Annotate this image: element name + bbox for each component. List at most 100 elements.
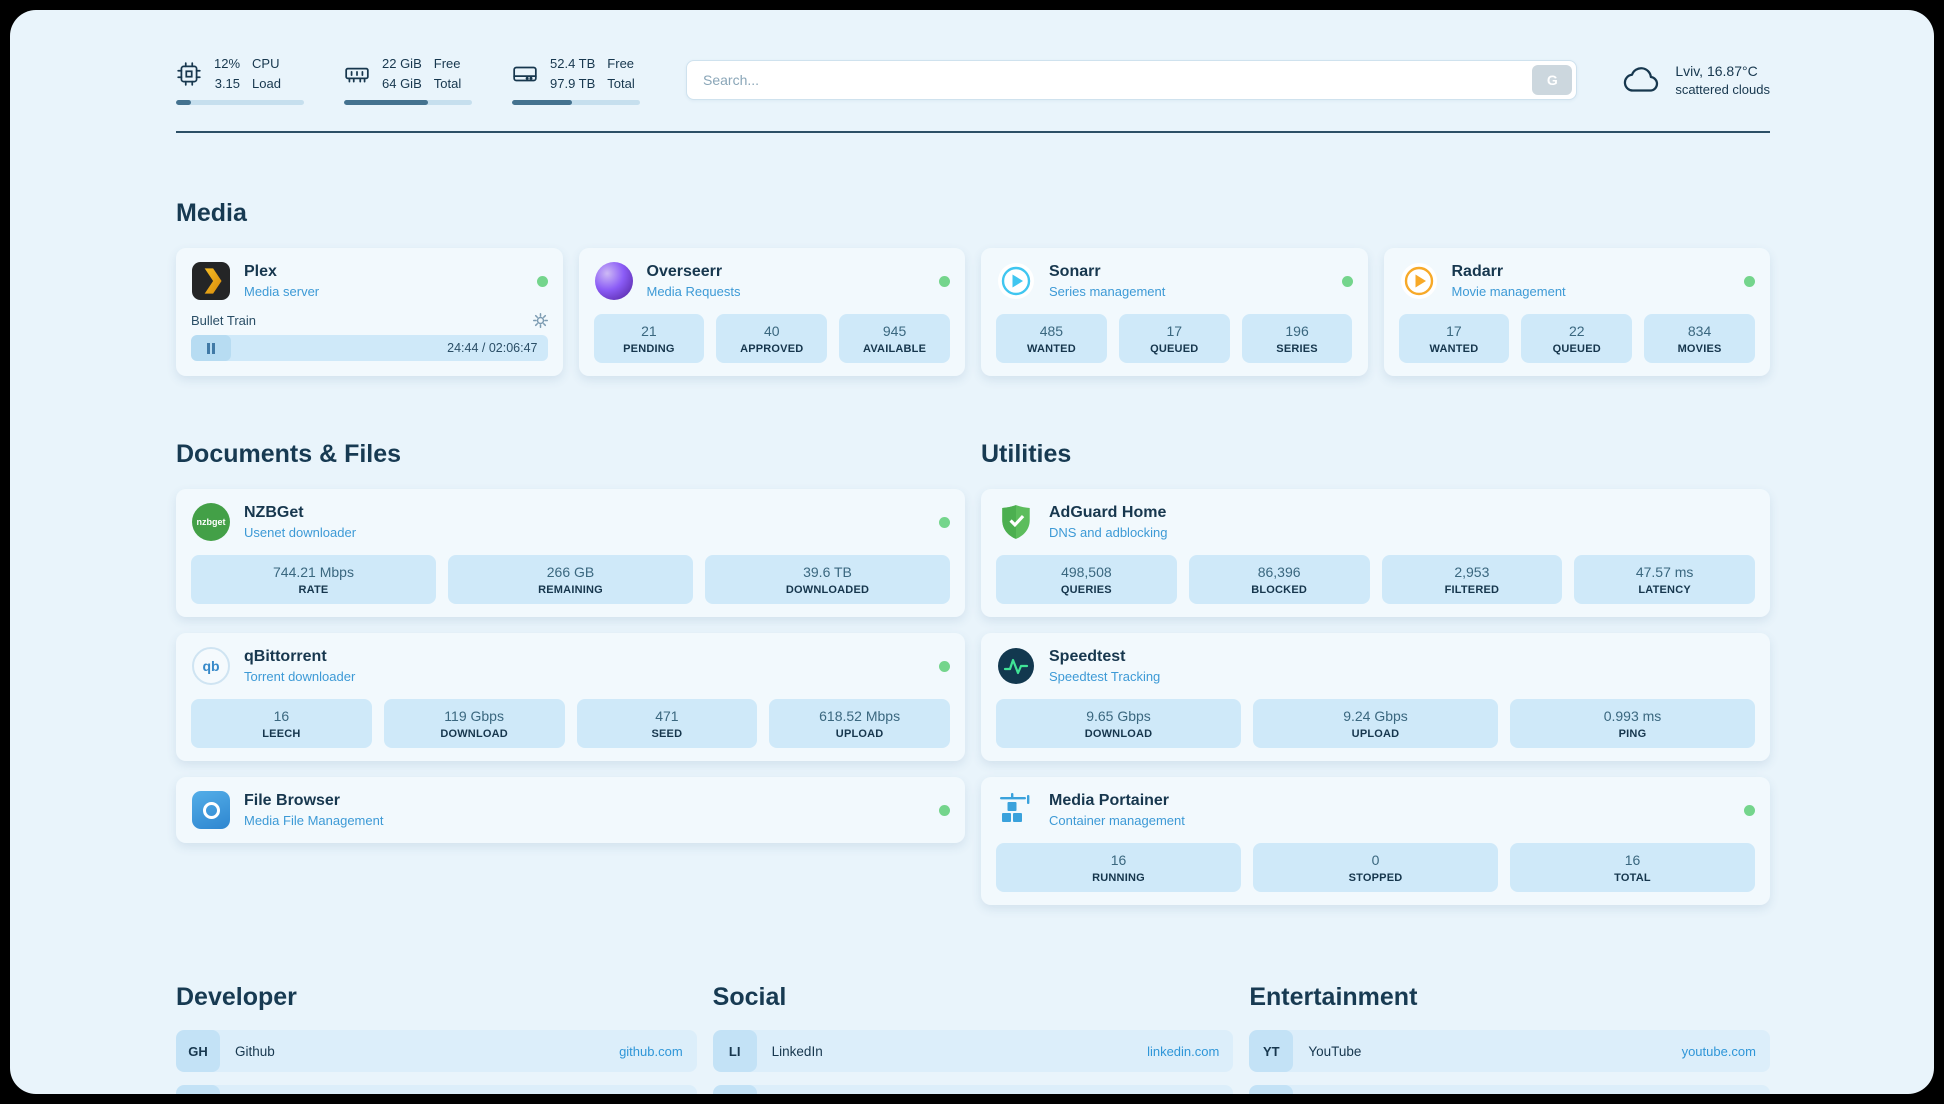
adguard-icon (996, 502, 1036, 542)
app-card-adguard[interactable]: AdGuard Home DNS and adblocking 498,508 Q… (981, 489, 1770, 617)
app-subtitle: Media server (244, 284, 320, 299)
app-card-nzbget[interactable]: nzbget NZBGet Usenet downloader 744.21 M… (176, 489, 965, 617)
app-subtitle: DNS and adblocking (1049, 525, 1168, 540)
plex-icon (191, 261, 231, 301)
app-name: NZBGet (244, 504, 304, 521)
section-media: Media Plex Media server (176, 199, 1770, 376)
radarr-icon (1399, 261, 1439, 301)
youtube-icon: YT (1249, 1030, 1294, 1072)
stat-tile-queued: 17 QUEUED (1118, 314, 1230, 363)
search-engine-button[interactable]: G (1532, 64, 1573, 95)
stat-tile-total: 16 TOTAL (1510, 843, 1755, 892)
weather-location: Lviv, 16.87°C (1675, 62, 1758, 79)
stat-tile-ping: 0.993 ms PING (1510, 699, 1755, 748)
stat-tile-leech: 16 LEECH (191, 699, 372, 748)
pause-button[interactable] (191, 335, 231, 361)
nzbget-icon: nzbget (191, 502, 231, 542)
entertainment-section-title: Entertainment (1249, 983, 1418, 1011)
stat-tile-upload: 9.24 Gbps UPLOAD (1253, 699, 1498, 748)
disk-label-1: Free (607, 56, 635, 71)
bookmark-netflix[interactable]: NF Netflix netflix.com (1249, 1085, 1770, 1094)
cpu-stat-group: 12% 3.15 CPU Load (176, 54, 304, 105)
app-subtitle: Media Requests (646, 284, 741, 299)
app-card-qbittorrent[interactable]: qb qBittorrent Torrent downloader 16 LEEC… (176, 633, 965, 761)
linkedin-icon: LI (712, 1030, 757, 1072)
plex-now-playing: Bullet Train 24:44 / 02:06:47 (191, 313, 548, 361)
app-name: Sonarr (1049, 263, 1101, 280)
stat-tile-stopped: 0 STOPPED (1253, 843, 1498, 892)
bookmark-youtube[interactable]: YT YouTube youtube.com (1249, 1030, 1770, 1072)
app-subtitle: Movie management (1451, 284, 1566, 299)
cpu-label-1: CPU (252, 56, 280, 71)
app-card-speedtest[interactable]: Speedtest Speedtest Tracking 9.65 Gbps DO… (981, 633, 1770, 761)
ram-total-value: 64 GiB (382, 75, 422, 91)
speedtest-icon (996, 646, 1036, 686)
stat-tile-download: 119 Gbps DOWNLOAD (383, 699, 565, 748)
weather-condition: scattered clouds (1675, 81, 1770, 97)
disk-total-value: 97.9 TB (550, 75, 596, 91)
app-subtitle: Speedtest Tracking (1049, 669, 1161, 684)
documents-section-title: Documents & Files (176, 440, 402, 468)
app-card-sonarr[interactable]: Sonarr Series management 485 WANTED 17 QUE… (981, 248, 1368, 376)
section-developer: Developer GH Github github.com SO StackO… (176, 983, 697, 1094)
app-card-radarr[interactable]: Radarr Movie management 17 WANTED 22 QUEUE… (1383, 248, 1770, 376)
status-dot (536, 275, 548, 287)
stat-tile-upload: 618.52 Mbps UPLOAD (769, 699, 950, 748)
cpu-label-2: Load (252, 75, 281, 91)
netflix-icon: NF (1249, 1085, 1294, 1094)
bookmark-twitter[interactable]: TW Twitter twitter.com (712, 1085, 1234, 1094)
stat-tile-queries: 498,508 QUERIES (996, 555, 1177, 604)
portainer-icon (996, 790, 1036, 830)
playback-time: 24:44 / 02:06:47 (447, 341, 538, 355)
dashboard-page: 12% 3.15 CPU Load (10, 10, 1934, 1094)
status-dot (1744, 804, 1755, 816)
sonarr-icon (996, 261, 1036, 301)
stat-tile-latency: 47.57 ms LATENCY (1574, 555, 1755, 604)
app-subtitle: Series management (1049, 284, 1166, 299)
qbittorrent-icon: qb (191, 646, 231, 686)
bookmark-stackoverflow[interactable]: SO StackOverflow stackoverflow.com (176, 1085, 697, 1094)
app-card-plex[interactable]: Plex Media server Bullet Train (176, 248, 563, 376)
ram-label-1: Free (433, 56, 461, 71)
stat-tile-available: 945 AVAILABLE (839, 314, 950, 363)
app-name: Overseerr (646, 263, 723, 280)
memory-icon (344, 61, 370, 87)
twitter-icon: TW (712, 1085, 757, 1094)
stat-tile-wanted: 17 WANTED (1398, 314, 1510, 363)
app-card-filebrowser[interactable]: File Browser Media File Management (176, 777, 965, 843)
stat-tile-wanted: 485 WANTED (996, 314, 1107, 363)
now-playing-title: Bullet Train (191, 313, 257, 328)
stat-tile-remaining: 266 GB REMAINING (448, 555, 693, 604)
stat-tile-download: 9.65 Gbps DOWNLOAD (996, 699, 1241, 748)
ram-label-2: Total (433, 75, 462, 91)
playback-progressbar[interactable]: 24:44 / 02:06:47 (191, 335, 548, 361)
status-dot (939, 660, 950, 672)
bookmark-linkedin[interactable]: LI LinkedIn linkedin.com (712, 1030, 1234, 1072)
topbar: 12% 3.15 CPU Load (176, 54, 1770, 105)
search-input[interactable] (686, 59, 1578, 100)
app-name: AdGuard Home (1049, 504, 1167, 521)
stat-tile-approved: 40 APPROVED (716, 314, 828, 363)
stat-tile-filtered: 2,953 FILTERED (1381, 555, 1563, 604)
cpu-icon (176, 61, 202, 87)
stat-tile-pending: 21 PENDING (593, 314, 705, 363)
stat-tile-running: 16 RUNNING (996, 843, 1241, 892)
social-section-title: Social (712, 983, 787, 1011)
gear-icon[interactable] (532, 313, 548, 328)
utilities-section-title: Utilities (981, 440, 1072, 468)
cpu-progressbar (176, 100, 304, 105)
app-name: File Browser (244, 792, 341, 809)
status-dot (939, 804, 950, 816)
section-utilities: Utilities AdGuard Home DNS and adblockin… (981, 440, 1770, 905)
section-documents: Documents & Files nzbget NZBGet Usenet d… (176, 440, 965, 905)
app-name: Speedtest (1049, 648, 1126, 665)
disk-stat-group: 52.4 TB 97.9 TB Free Total (512, 54, 640, 105)
app-name: Media Portainer (1049, 792, 1170, 809)
github-icon: GH (176, 1030, 220, 1072)
topbar-divider (176, 131, 1770, 133)
bookmark-github[interactable]: GH Github github.com (176, 1030, 697, 1072)
weather-widget: Lviv, 16.87°C scattered clouds (1621, 62, 1770, 98)
app-card-overseerr[interactable]: Overseerr Media Requests 21 PENDING 40 APP… (578, 248, 965, 376)
app-card-portainer[interactable]: Media Portainer Container management 16 R… (981, 777, 1770, 905)
disk-progressbar (512, 100, 640, 105)
